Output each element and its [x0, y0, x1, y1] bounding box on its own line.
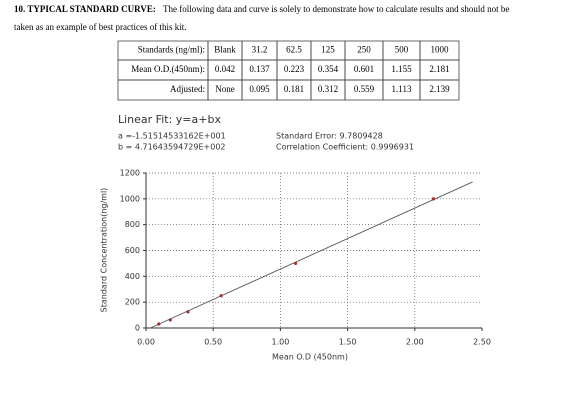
cell-value: 0.601 — [354, 64, 374, 74]
x-tick-label: 0.00 — [137, 338, 155, 347]
y-tick-label: 0 — [135, 324, 140, 333]
cell-value: 125 — [321, 45, 335, 55]
cell-value: None — [215, 84, 235, 94]
x-tick-label: 0.50 — [204, 338, 222, 347]
fit-correlation: Correlation Coefficient: 0.9996931 — [276, 143, 414, 152]
cell-value: 31.2 — [252, 45, 268, 55]
cell-value: 2.181 — [429, 64, 449, 74]
row-header: Standards (ng/ml): — [138, 45, 205, 55]
cell-value: 62.5 — [286, 45, 302, 55]
cell-value: 0.137 — [249, 64, 270, 74]
y-axis-label: Standard Concentration(ng/ml) — [100, 188, 109, 313]
y-tick-label: 200 — [125, 298, 140, 307]
point — [186, 310, 190, 314]
cell-value: 250 — [357, 45, 371, 55]
y-tick-label: 1000 — [120, 194, 140, 203]
fit-error: Standard Error: 9.7809428 — [276, 132, 383, 141]
point — [293, 261, 298, 266]
cell-value: 0.354 — [318, 64, 339, 74]
table: Standards (ng/ml): Blank 31.2 62.5 125 250 500… — [117, 40, 460, 101]
row-header: Mean O.D.(450nm): — [131, 64, 205, 74]
cell-value: Blank — [214, 45, 236, 55]
cell-value: 1.155 — [391, 64, 412, 74]
cell-value: 500 — [395, 45, 409, 55]
x-axis-label: Mean O.D (450nm) — [272, 353, 348, 362]
x-tick-label: 1.50 — [339, 338, 357, 347]
chart: 0 200 400 600 800 1000 1200 0.00 0.50 1.00 1.50 2.0… — [120, 169, 491, 347]
fit-b: b = 4.71643594729E+002 — [118, 143, 226, 152]
fit-title: Linear Fit: y=a+bx — [118, 113, 221, 126]
cell-value: 0.095 — [249, 84, 270, 94]
x-tick-label: 2.00 — [406, 338, 424, 347]
table-cell — [419, 79, 460, 101]
x-tick-label: 2.50 — [473, 338, 491, 347]
heading-text: taken as an example of best practices of… — [14, 22, 186, 32]
heading-text: The following data and curve is solely t… — [163, 4, 509, 14]
cell-value: 0.559 — [354, 84, 375, 94]
point — [219, 294, 223, 298]
point — [431, 197, 436, 201]
cell-value: 0.312 — [318, 84, 338, 94]
x-tick-label: 1.00 — [271, 338, 289, 347]
row-header: Adjusted: — [170, 84, 205, 94]
y-tick-label: 1200 — [120, 169, 140, 178]
cell-value: 0.181 — [284, 84, 304, 94]
y-tick-label: 800 — [125, 220, 140, 229]
point — [157, 322, 161, 326]
cell-value: 0.042 — [215, 64, 235, 74]
cell-value: 2.139 — [429, 84, 450, 94]
heading: 10. TYPICAL STANDARD CURVE: — [14, 4, 156, 14]
fit-line — [150, 181, 473, 329]
cell-value: 0.223 — [284, 64, 305, 74]
point — [168, 318, 172, 322]
cell-value: 1000 — [431, 45, 450, 55]
cell-value: 1.113 — [392, 84, 412, 94]
y-tick-label: 600 — [125, 246, 140, 255]
y-tick-label: 400 — [125, 272, 140, 281]
fit-a: a =-1.51514533162E+001 — [118, 132, 226, 141]
